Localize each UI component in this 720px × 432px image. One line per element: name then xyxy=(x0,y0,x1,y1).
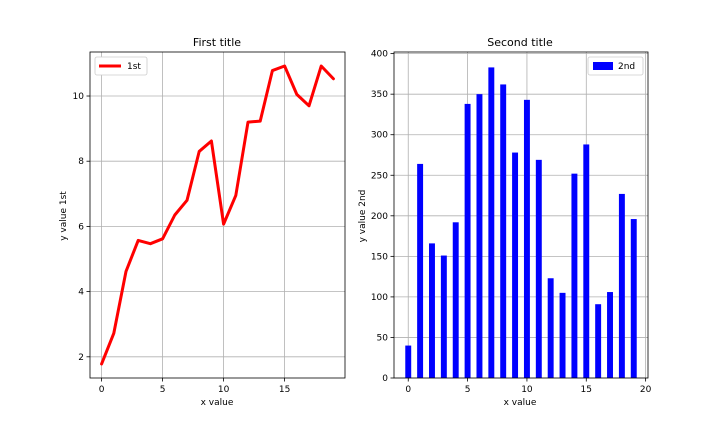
right-chart-xtick-label: 0 xyxy=(405,385,411,395)
bar-5 xyxy=(464,103,471,378)
right-chart-xtick-label: 5 xyxy=(465,385,471,395)
left-chart-xtick-label: 0 xyxy=(99,385,105,395)
right-chart-ytick-label: 150 xyxy=(371,252,388,262)
bar-16 xyxy=(595,304,602,378)
bar-6 xyxy=(476,94,483,378)
right-chart-legend: 2nd xyxy=(587,56,644,76)
bar-12 xyxy=(547,278,554,378)
left-chart-ytick-label: 8 xyxy=(78,157,84,167)
legend-label-2nd: 2nd xyxy=(618,62,635,72)
left-chart-ytick-label: 2 xyxy=(78,353,84,363)
bar-11 xyxy=(535,159,542,378)
left-chart-ylabel: y value 1st xyxy=(59,191,69,241)
bar-17 xyxy=(607,292,613,378)
left-chart-xtick-label: 15 xyxy=(279,385,290,395)
left-chart-title: First title xyxy=(193,36,241,49)
left-chart-ytick-label: 10 xyxy=(73,92,85,102)
right-chart-ytick-label: 0 xyxy=(382,374,388,384)
left-chart-frame xyxy=(89,51,346,379)
right-chart-xtick-label: 15 xyxy=(581,385,592,395)
bar-8 xyxy=(500,84,507,379)
legend-label-1st: 1st xyxy=(127,62,141,72)
bar-10 xyxy=(523,99,530,379)
right-chart-frame xyxy=(393,51,649,379)
bar-9 xyxy=(512,152,519,378)
bar-14 xyxy=(571,173,578,378)
right-chart-ytick-label: 400 xyxy=(371,50,388,60)
bar-19 xyxy=(630,219,637,378)
left-chart-ytick-label: 6 xyxy=(78,222,84,232)
right-chart-ytick-label: 300 xyxy=(371,131,388,141)
bar-13 xyxy=(559,292,566,378)
left-chart-ytick-label: 4 xyxy=(78,288,84,298)
right-chart-ylabel: y value 2nd xyxy=(358,190,368,243)
legend-box xyxy=(587,56,644,76)
right-chart-ytick-label: 100 xyxy=(371,293,388,303)
bar-3 xyxy=(440,255,447,378)
left-chart: First title x value y value 1st 0 5 10 15 2 4… xyxy=(59,36,346,408)
right-chart-ytick-label: 50 xyxy=(377,333,389,343)
bar-7 xyxy=(488,67,495,378)
right-chart-ytick-label: 200 xyxy=(371,212,388,222)
right-chart-title: Second title xyxy=(487,36,553,49)
right-chart-xtick-label: 10 xyxy=(521,385,533,395)
right-chart-ytick-label: 250 xyxy=(371,171,388,181)
left-chart-xtick-label: 5 xyxy=(160,385,166,395)
bar-0 xyxy=(405,345,412,378)
bar-4 xyxy=(452,222,459,378)
right-chart: Second title x value y value 2nd 0 5 10 15 2… xyxy=(358,36,652,408)
left-chart-legend: 1st xyxy=(94,56,148,76)
bar-1 xyxy=(417,163,424,378)
bar-2 xyxy=(429,243,435,378)
left-chart-xtick-label: 10 xyxy=(218,385,230,395)
right-chart-xlabel: x value xyxy=(504,398,537,408)
bar-18 xyxy=(618,193,625,378)
legend-swatch-2nd xyxy=(593,62,613,70)
right-chart-ytick-label: 350 xyxy=(371,90,388,100)
series-line-1st xyxy=(100,64,335,366)
right-chart-xtick-label: 20 xyxy=(640,385,652,395)
left-chart-xlabel: x value xyxy=(201,398,234,408)
bar-15 xyxy=(583,144,590,378)
